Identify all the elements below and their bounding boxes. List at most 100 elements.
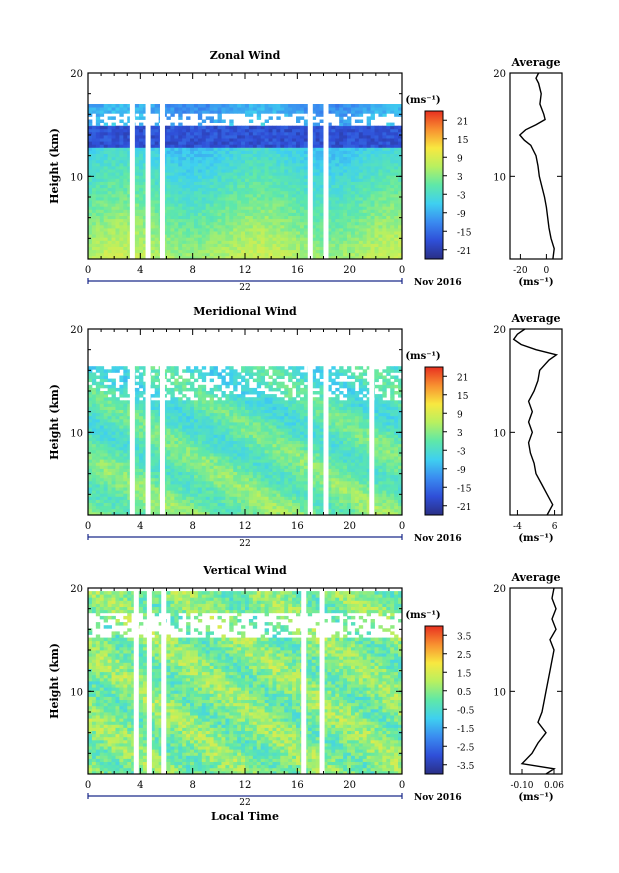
heatmap-cell bbox=[92, 503, 96, 507]
heatmap-cell bbox=[206, 219, 210, 223]
heatmap-cell bbox=[112, 431, 116, 435]
heatmap-cell bbox=[378, 107, 382, 111]
heatmap-cell bbox=[202, 151, 206, 155]
heatmap-cell bbox=[339, 188, 343, 192]
heatmap-cell bbox=[182, 228, 186, 232]
heatmap-cell bbox=[88, 438, 92, 442]
heatmap-cell bbox=[276, 234, 280, 238]
heatmap-cell bbox=[292, 175, 296, 179]
heatmap-cell bbox=[284, 169, 288, 173]
heatmap-cell bbox=[210, 250, 214, 254]
heatmap-cell bbox=[178, 160, 182, 164]
heatmap-cell bbox=[394, 129, 398, 133]
heatmap-cell bbox=[96, 144, 100, 148]
heatmap-cell bbox=[167, 478, 171, 482]
heatmap-cell bbox=[233, 197, 237, 201]
heatmap-cell bbox=[167, 169, 171, 173]
heatmap-cell bbox=[178, 487, 182, 491]
heatmap-cell bbox=[359, 216, 363, 220]
heatmap-cell bbox=[139, 234, 143, 238]
heatmap-cell bbox=[214, 175, 218, 179]
heatmap-cell bbox=[194, 126, 198, 130]
heatmap-cell bbox=[104, 225, 108, 229]
heatmap-cell bbox=[276, 172, 280, 176]
heatmap-cell bbox=[378, 197, 382, 201]
heatmap-cell bbox=[371, 126, 375, 130]
heatmap-cell bbox=[96, 413, 100, 417]
heatmap-cell bbox=[339, 151, 343, 155]
heatmap-cell bbox=[237, 228, 241, 232]
heatmap-cell bbox=[269, 104, 273, 108]
heatmap-cell bbox=[265, 178, 269, 182]
heatmap-cell bbox=[123, 509, 127, 513]
heatmap-cell bbox=[88, 206, 92, 210]
heatmap-cell bbox=[155, 129, 159, 133]
heatmap-cell bbox=[92, 496, 96, 500]
heatmap-cell bbox=[347, 197, 351, 201]
heatmap-cell bbox=[280, 147, 284, 151]
heatmap-cell bbox=[386, 166, 390, 170]
heatmap-cell bbox=[359, 253, 363, 256]
heatmap-cell bbox=[331, 163, 335, 167]
heatmap-cell bbox=[151, 141, 155, 145]
heatmap-cell bbox=[170, 490, 174, 494]
heatmap-cell bbox=[225, 188, 229, 192]
heatmap-cell bbox=[186, 253, 190, 256]
heatmap-cell bbox=[174, 450, 178, 454]
heatmap-cell bbox=[92, 459, 96, 463]
heatmap-cell bbox=[123, 237, 127, 241]
heatmap-cell bbox=[304, 206, 308, 210]
heatmap-cell bbox=[371, 113, 375, 117]
heatmap-cell bbox=[221, 206, 225, 210]
heatmap-cell bbox=[284, 166, 288, 170]
heatmap-cell bbox=[269, 197, 273, 201]
heatmap-cell bbox=[218, 110, 222, 114]
heatmap-cell bbox=[88, 169, 92, 173]
heatmap-cell bbox=[249, 135, 253, 139]
heatmap-cell bbox=[304, 191, 308, 195]
heatmap-cell bbox=[218, 240, 222, 244]
heatmap-cell bbox=[174, 231, 178, 235]
heatmap-cell bbox=[104, 188, 108, 192]
heatmap-cell bbox=[339, 107, 343, 111]
heatmap-cell bbox=[304, 151, 308, 155]
heatmap-cell bbox=[167, 487, 171, 491]
heatmap-cell bbox=[284, 234, 288, 238]
heatmap-cell bbox=[218, 250, 222, 254]
heatmap-cell bbox=[170, 147, 174, 151]
heatmap-cell bbox=[104, 104, 108, 108]
heatmap-cell bbox=[202, 166, 206, 170]
heatmap-cell bbox=[367, 194, 371, 198]
heatmap-cell bbox=[115, 369, 119, 373]
heatmap-cell bbox=[186, 110, 190, 114]
heatmap-cell bbox=[269, 191, 273, 195]
heatmap-cell bbox=[202, 253, 206, 256]
heatmap-cell bbox=[343, 250, 347, 254]
heatmap-cell bbox=[241, 147, 245, 151]
heatmap-cell bbox=[210, 116, 214, 120]
heatmap-cell bbox=[269, 166, 273, 170]
heatmap-cell bbox=[178, 434, 182, 438]
heatmap-cell bbox=[347, 185, 351, 189]
heatmap-cell bbox=[119, 462, 123, 466]
heatmap-cell bbox=[170, 422, 174, 426]
heatmap-cell bbox=[221, 234, 225, 238]
heatmap-cell bbox=[245, 160, 249, 164]
heatmap-cell bbox=[343, 185, 347, 189]
heatmap-cell bbox=[170, 225, 174, 229]
heatmap-cell bbox=[245, 185, 249, 189]
heatmap-cell bbox=[115, 172, 119, 176]
heatmap-cell bbox=[371, 104, 375, 108]
heatmap-cell bbox=[182, 163, 186, 167]
heatmap-cell bbox=[186, 250, 190, 254]
heatmap-cell bbox=[96, 422, 100, 426]
heatmap-cell bbox=[139, 154, 143, 158]
colorbar-tick-label: -15 bbox=[457, 228, 472, 238]
heatmap-cell bbox=[214, 151, 218, 155]
heatmap-cell bbox=[245, 172, 249, 176]
heatmap-cell bbox=[198, 194, 202, 198]
heatmap-cell bbox=[339, 194, 343, 198]
heatmap-cell bbox=[331, 216, 335, 220]
heatmap-cell bbox=[178, 444, 182, 448]
heatmap-cell bbox=[245, 154, 249, 158]
